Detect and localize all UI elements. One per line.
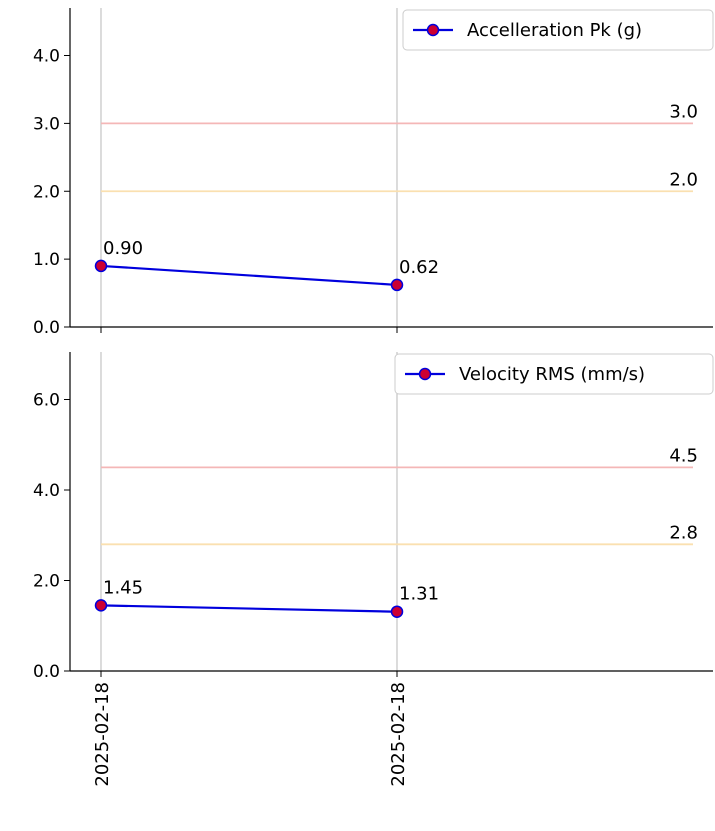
velocity-data-label-1: 1.31 <box>399 584 439 605</box>
shared-x-axis-labels: 2025-02-18 2025-02-18 <box>92 682 409 787</box>
accel-data-label-1: 0.62 <box>399 257 439 278</box>
velocity-series-line <box>100 604 398 613</box>
velocity-legend-marker-swatch <box>418 367 432 381</box>
velocity-y-tick-label-2: 4.0 <box>33 481 60 501</box>
velocity-threshold-label-0: 4.5 <box>669 445 698 466</box>
accel-y-tick-label-1: 1.0 <box>33 250 60 270</box>
accel-legend-label: Accelleration Pk (g) <box>467 20 642 41</box>
accel-legend-box <box>402 9 714 51</box>
accel-y-tick-label-4: 4.0 <box>33 47 60 67</box>
accel-data-point-1 <box>390 278 404 292</box>
accel-y-tick-label-3: 3.0 <box>33 114 60 134</box>
accel-legend: Accelleration Pk (g) <box>402 9 714 51</box>
velocity-legend: Velocity RMS (mm/s) <box>394 353 714 395</box>
velocity-threshold-label-1: 2.8 <box>669 522 698 543</box>
velocity-y-tick-label-1: 2.0 <box>33 572 60 592</box>
velocity-data-label-0: 1.45 <box>103 577 143 598</box>
x-tick-label-0: 2025-02-18 <box>92 682 113 787</box>
velocity-data-point-1 <box>390 605 404 618</box>
velocity-chart-panel: 4.5 2.8 1.45 1.31 0.0 2.0 4.0 6.0 Velocity RMS (… <box>33 352 714 682</box>
accel-series-line <box>100 264 398 287</box>
velocity-y-tick-label-0: 0.0 <box>33 662 60 682</box>
velocity-data-point-0 <box>94 599 108 612</box>
x-tick-label-1: 2025-02-18 <box>388 682 409 787</box>
acceleration-chart-panel: 3.0 2.0 0.90 0.62 0.0 1.0 2.0 3.0 4.0 Accellerati… <box>33 8 714 338</box>
velocity-y-tick-label-3: 6.0 <box>33 391 60 411</box>
velocity-legend-label: Velocity RMS (mm/s) <box>459 364 645 385</box>
accel-threshold-label-0: 3.0 <box>669 101 698 122</box>
accel-y-tick-label-0: 0.0 <box>33 318 60 338</box>
accel-threshold-label-1: 2.0 <box>669 169 698 190</box>
accel-data-point-0 <box>94 259 108 273</box>
accel-data-label-0: 0.90 <box>103 238 143 259</box>
accel-legend-marker-swatch <box>426 23 440 37</box>
accel-y-tick-label-2: 2.0 <box>33 182 60 202</box>
velocity-legend-box <box>394 353 714 395</box>
